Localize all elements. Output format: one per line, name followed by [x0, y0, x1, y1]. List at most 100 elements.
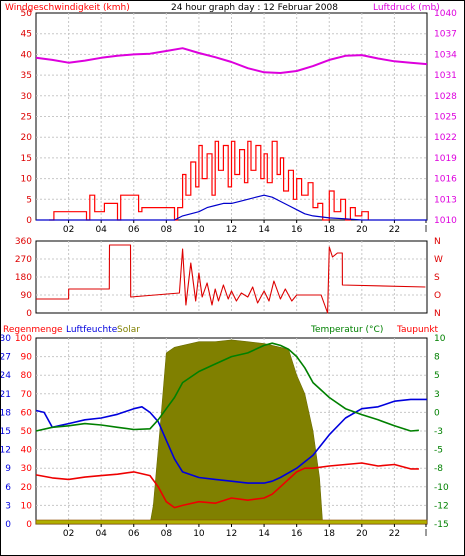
x-tick-label: 06 [128, 225, 140, 235]
pressure-series [35, 47, 428, 74]
wind-speed-label: Windgeschwindigkeit (kmh) [5, 3, 130, 13]
y2-tick-label: 1037 [434, 30, 457, 40]
y2-tick-label: S [434, 273, 440, 283]
x-tick-label: 20 [356, 225, 368, 235]
y-tick-label: 45 [21, 30, 32, 40]
y2-tick-label: 10 [434, 334, 446, 344]
y2-tick-label: 1034 [434, 50, 457, 60]
y-tick-label: 90 [21, 291, 33, 301]
y-tick-label: 40 [21, 50, 33, 60]
x-tick-label: 14 [258, 529, 270, 539]
x-tick-label: 10 [193, 225, 205, 235]
x-tick-label: 04 [95, 225, 107, 235]
y-tick-label: 5 [26, 195, 32, 205]
y-tick-label: 90 [21, 353, 33, 363]
y-tick-label: 100 [15, 334, 32, 344]
y-tick-label: 30 [21, 464, 33, 474]
y2-tick-label: 8 [434, 353, 440, 363]
y-tick-label: 35 [21, 71, 32, 81]
x-tick-label: 08 [161, 529, 173, 539]
humidity-label: Luftfeuchte [66, 325, 118, 335]
x-tick-label: l [425, 529, 428, 539]
y2-tick-label: 5 [434, 371, 440, 381]
x-tick-label: 08 [161, 225, 173, 235]
y2-tick-label: 1022 [434, 133, 457, 143]
y2-tick-label: -10 [434, 483, 449, 493]
y2-tick-label: 3 [434, 390, 440, 400]
y2-tick-label: 1010 [434, 216, 457, 226]
y2-tick-label: 0 [434, 408, 440, 418]
y2-tick-label: N [434, 237, 441, 247]
y-tick-label: 15 [21, 154, 32, 164]
y-tick-label-rain: 12 [1, 446, 11, 456]
rain-bar [35, 519, 428, 525]
dewpoint-series [35, 462, 419, 509]
x-tick-label: 06 [128, 529, 140, 539]
y-tick-label: 10 [21, 501, 33, 511]
y2-tick-label: 1028 [434, 92, 457, 102]
chart-title: 24 hour graph day : 12 Februar 2008 [171, 3, 338, 13]
y-tick-label-rain: 21 [1, 390, 11, 400]
y-tick-label: 80 [21, 371, 33, 381]
y-tick-label: 25 [21, 113, 32, 123]
temperature-label: Temperatur (°C) [310, 325, 383, 335]
y-tick-label-rain: 18 [1, 408, 11, 418]
pressure-label: Luftdruck (mb) [373, 3, 440, 13]
y-tick-label: 30 [21, 92, 33, 102]
y2-tick-label: 1025 [434, 113, 457, 123]
y2-tick-label: -5 [434, 446, 443, 456]
y-tick-label-rain: 0 [5, 520, 11, 530]
y2-tick-label: W [434, 255, 443, 265]
y-tick-label-rain: 30 [1, 334, 11, 344]
y-tick-label: 360 [15, 237, 32, 247]
y2-tick-label: -3 [434, 427, 443, 437]
y2-tick-label: 1031 [434, 71, 457, 81]
y2-tick-label: 1013 [434, 195, 457, 205]
x-tick-label: 02 [63, 225, 74, 235]
humidity-series [35, 398, 427, 484]
y2-tick-label: 1040 [434, 9, 457, 19]
x-tick-label: 16 [291, 225, 303, 235]
y-tick-label-rain: 15 [1, 427, 11, 437]
x-tick-label: 12 [226, 529, 237, 539]
y2-tick-label: O [434, 291, 441, 301]
solar-area [36, 339, 427, 525]
y-tick-label: 70 [21, 390, 33, 400]
x-tick-label: 18 [324, 529, 336, 539]
y-tick-label: 0 [26, 216, 32, 226]
y-tick-label: 180 [15, 273, 32, 283]
y2-tick-label: -12 [434, 501, 449, 511]
y-tick-label: 0 [26, 520, 32, 530]
y-tick-label: 10 [21, 175, 33, 185]
y2-tick-label: 1019 [434, 154, 457, 164]
gust-series [49, 140, 369, 221]
x-tick-label: 04 [95, 529, 107, 539]
y-tick-label: 40 [21, 446, 33, 456]
y-tick-label-rain: 27 [1, 353, 11, 363]
y-tick-label: 50 [21, 9, 33, 19]
dewpoint-label: Taupunkt [396, 325, 439, 335]
y-tick-label: 0 [26, 309, 32, 319]
x-tick-label: 16 [291, 529, 303, 539]
solar-label: Solar [117, 325, 140, 335]
y2-tick-label: -8 [434, 464, 443, 474]
y2-tick-label: 1016 [434, 175, 457, 185]
y-tick-label: 20 [21, 483, 33, 493]
y-tick-label-rain: 6 [5, 483, 11, 493]
y-tick-label: 50 [21, 427, 33, 437]
wind-direction-series [36, 244, 426, 314]
x-tick-label: 02 [63, 529, 74, 539]
x-tick-label: 18 [324, 225, 336, 235]
temperature-series [35, 342, 419, 432]
y-tick-label-rain: 9 [5, 464, 11, 474]
avg-wind-series [36, 194, 427, 221]
x-tick-label: 22 [389, 225, 400, 235]
x-tick-label: 20 [356, 529, 368, 539]
x-tick-label: 14 [258, 225, 270, 235]
x-tick-label: 22 [389, 529, 400, 539]
